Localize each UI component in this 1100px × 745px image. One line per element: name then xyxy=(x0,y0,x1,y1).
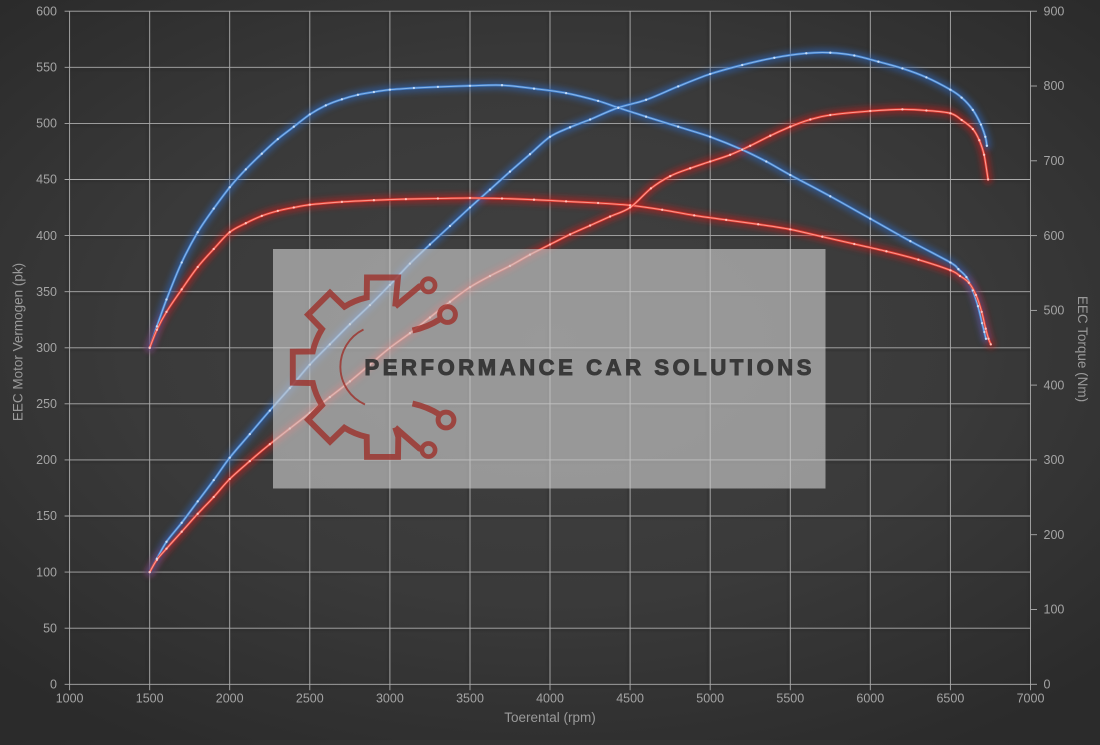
svg-text:500: 500 xyxy=(36,117,57,131)
svg-text:EEC Torque (Nm): EEC Torque (Nm) xyxy=(1075,296,1090,402)
svg-text:100: 100 xyxy=(1044,603,1065,617)
svg-text:200: 200 xyxy=(36,453,57,467)
svg-text:300: 300 xyxy=(36,341,57,355)
svg-text:2000: 2000 xyxy=(216,692,244,706)
svg-text:350: 350 xyxy=(36,285,57,299)
svg-text:300: 300 xyxy=(1044,453,1065,467)
svg-text:450: 450 xyxy=(36,173,57,187)
svg-text:PERFORMANCE CAR SOLUTIONS: PERFORMANCE CAR SOLUTIONS xyxy=(365,355,816,380)
svg-text:250: 250 xyxy=(36,397,57,411)
svg-text:0: 0 xyxy=(1044,678,1051,692)
svg-text:4000: 4000 xyxy=(536,692,564,706)
svg-text:7000: 7000 xyxy=(1017,692,1045,706)
svg-text:600: 600 xyxy=(1044,229,1065,243)
svg-text:5000: 5000 xyxy=(696,692,724,706)
svg-text:400: 400 xyxy=(1044,378,1065,392)
svg-text:400: 400 xyxy=(36,229,57,243)
svg-text:1500: 1500 xyxy=(136,692,164,706)
svg-text:6000: 6000 xyxy=(856,692,884,706)
svg-text:900: 900 xyxy=(1044,4,1065,18)
svg-text:600: 600 xyxy=(36,4,57,18)
svg-text:1000: 1000 xyxy=(56,692,84,706)
svg-text:0: 0 xyxy=(50,678,57,692)
svg-text:2500: 2500 xyxy=(296,692,324,706)
svg-text:50: 50 xyxy=(43,621,57,635)
svg-text:4500: 4500 xyxy=(616,692,644,706)
svg-text:500: 500 xyxy=(1044,304,1065,318)
svg-text:800: 800 xyxy=(1044,79,1065,93)
svg-text:200: 200 xyxy=(1044,528,1065,542)
svg-text:Toerental (rpm): Toerental (rpm) xyxy=(504,710,596,725)
svg-text:700: 700 xyxy=(1044,154,1065,168)
svg-text:6500: 6500 xyxy=(936,692,964,706)
svg-text:EEC Motor Vermogen (pk): EEC Motor Vermogen (pk) xyxy=(11,263,26,421)
svg-text:100: 100 xyxy=(36,565,57,579)
svg-text:3000: 3000 xyxy=(376,692,404,706)
svg-text:3500: 3500 xyxy=(456,692,484,706)
svg-text:5500: 5500 xyxy=(776,692,804,706)
svg-text:150: 150 xyxy=(36,509,57,523)
svg-text:550: 550 xyxy=(36,61,57,75)
